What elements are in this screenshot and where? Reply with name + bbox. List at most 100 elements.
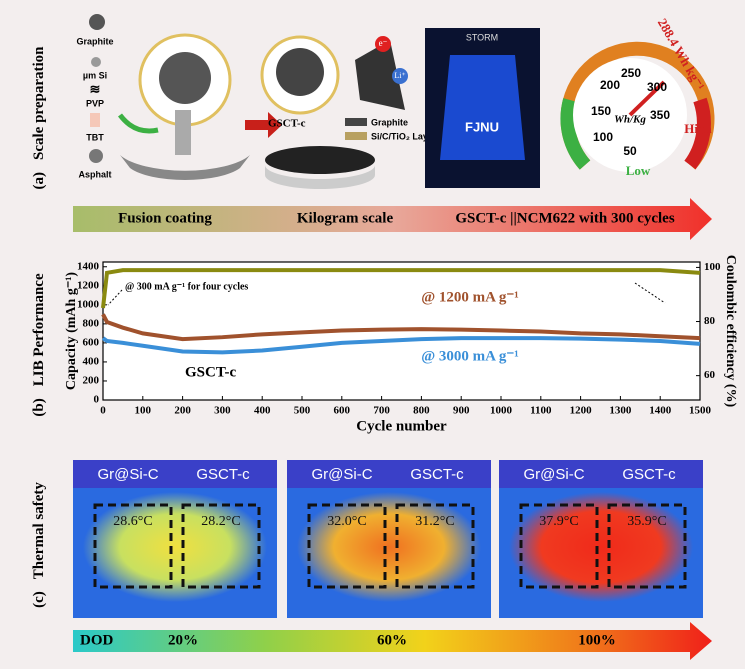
thermal-hot bbox=[83, 492, 267, 602]
x-tick-label: 1200 bbox=[570, 405, 593, 417]
thermal-images: Gr@Si-C 28.6°C GSCT-c 28.2°C Gr@Si-C 32.0°C GS… bbox=[73, 460, 703, 618]
dod-value: 60% bbox=[377, 632, 407, 648]
y2-tick-label: 60 bbox=[704, 369, 716, 381]
x-tick-label: 1500 bbox=[689, 405, 712, 417]
lithium bbox=[392, 68, 408, 84]
panel-a: (a) Scale preparation Graphite µm Si ≋ PV… bbox=[31, 14, 715, 240]
panel-label: (b) bbox=[31, 398, 47, 416]
dashed-box bbox=[307, 503, 387, 589]
x-tick-label: 100 bbox=[135, 405, 152, 417]
gauge-tick: 100 bbox=[593, 130, 613, 144]
bowl bbox=[120, 155, 250, 181]
legend-swatch bbox=[345, 132, 367, 140]
step: Fusion coating bbox=[118, 210, 212, 226]
gauge-low: Low bbox=[626, 163, 651, 178]
sample-label: Gr@Si-C bbox=[97, 466, 158, 483]
gauge-tick: 300 bbox=[647, 80, 667, 94]
y-tick-label: 0 bbox=[94, 394, 100, 406]
gauge-tick: 250 bbox=[621, 66, 641, 80]
temperature: 32.0°C bbox=[327, 514, 366, 529]
electron-label: e⁻ bbox=[379, 38, 388, 48]
x-tick-label: 600 bbox=[334, 405, 351, 417]
x-tick-label: 900 bbox=[453, 405, 470, 417]
thermal-hot bbox=[297, 492, 481, 602]
x-tick-label: 1100 bbox=[530, 405, 552, 417]
panel-title-text: LIB Performance bbox=[31, 273, 47, 386]
x-tick-label: 500 bbox=[294, 405, 311, 417]
temperature: 28.6°C bbox=[113, 514, 152, 529]
dashed-box bbox=[93, 503, 173, 589]
label-strip bbox=[287, 460, 491, 488]
icon bbox=[89, 14, 105, 30]
x-tick-label: 300 bbox=[214, 405, 231, 417]
chart: 0 100 200 300 400 500 600 700 800 900 1000 1100 1200… bbox=[64, 255, 738, 435]
series-line bbox=[101, 336, 701, 355]
rotor bbox=[175, 110, 191, 155]
panel-title-text: Thermal safety bbox=[31, 482, 47, 580]
y-tick-label: 400 bbox=[83, 355, 100, 367]
arrow bbox=[245, 112, 282, 138]
x-tick-label: 1300 bbox=[609, 405, 632, 417]
panel-title: (a) Scale preparation bbox=[31, 46, 47, 190]
x-tick-label: 800 bbox=[413, 405, 430, 417]
sample-label: GSCT-c bbox=[622, 466, 676, 483]
icon: ≋ bbox=[90, 81, 101, 96]
dod-value: 100% bbox=[578, 632, 616, 648]
y-axis-title: Capacity (mAh g⁻¹) bbox=[64, 272, 79, 390]
step: GSCT-c ||NCM622 with 300 cycles bbox=[455, 210, 675, 226]
legend-label: Graphite bbox=[371, 117, 408, 127]
material: Graphite bbox=[76, 36, 113, 46]
temperature: 35.9°C bbox=[627, 514, 666, 529]
layer bbox=[355, 40, 405, 110]
particle bbox=[276, 48, 324, 96]
icon bbox=[91, 57, 101, 67]
y2-tick-label: 100 bbox=[704, 261, 721, 273]
product-label: GSCT-c bbox=[268, 118, 306, 130]
car-label: STORM bbox=[466, 32, 498, 42]
dashed-box bbox=[395, 503, 475, 589]
gauge-tick: 50 bbox=[623, 144, 637, 158]
sample-label: Gr@Si-C bbox=[311, 466, 372, 483]
material: µm Si bbox=[83, 70, 107, 80]
dish bbox=[265, 165, 375, 189]
electron bbox=[375, 36, 391, 52]
annotation: @ 300 mA g⁻¹ for four cycles bbox=[125, 281, 248, 292]
x-tick-label: 1000 bbox=[490, 405, 513, 417]
material: PVP bbox=[86, 98, 104, 108]
y-tick-label: 600 bbox=[83, 336, 100, 348]
dod-arrow bbox=[73, 622, 712, 660]
dod-value: 20% bbox=[168, 632, 198, 648]
label-strip bbox=[499, 460, 703, 488]
y2-axis-title: Coulombic efficiency (%) bbox=[723, 255, 738, 408]
sample-label: GSCT-c bbox=[196, 466, 250, 483]
car bbox=[440, 55, 525, 160]
series-label: @ 1200 mA g⁻¹ bbox=[421, 289, 519, 305]
temperature: 28.2°C bbox=[201, 514, 240, 529]
x-tick-label: 0 bbox=[100, 405, 106, 417]
step: Kilogram scale bbox=[297, 210, 394, 226]
gauge-arc bbox=[684, 97, 711, 170]
gauge-tick: 200 bbox=[600, 78, 620, 92]
gauge-high: High bbox=[684, 121, 712, 136]
annotation-arrow bbox=[107, 289, 123, 306]
panel-title: (c) Thermal safety bbox=[31, 482, 47, 608]
y-tick-label: 800 bbox=[83, 317, 100, 329]
y-tick-label: 1400 bbox=[77, 260, 100, 272]
x-tick-label: 400 bbox=[254, 405, 271, 417]
temperature: 31.2°C bbox=[415, 514, 454, 529]
gauge-tick: 150 bbox=[591, 104, 611, 118]
dashed-box bbox=[519, 503, 599, 589]
icon bbox=[90, 113, 100, 127]
x-axis-title: Cycle number bbox=[356, 418, 447, 434]
gauge-arc bbox=[560, 98, 591, 170]
panel-title-text: Scale preparation bbox=[31, 46, 47, 160]
car-label: FJNU bbox=[465, 119, 499, 134]
gauge-unit: Wh/Kg bbox=[614, 114, 646, 126]
y-tick-label: 1200 bbox=[77, 279, 100, 291]
y-tick-label: 1000 bbox=[77, 298, 100, 310]
gauge-needle bbox=[628, 80, 666, 117]
series-line bbox=[101, 268, 701, 309]
y2-tick-label: 80 bbox=[704, 315, 716, 327]
